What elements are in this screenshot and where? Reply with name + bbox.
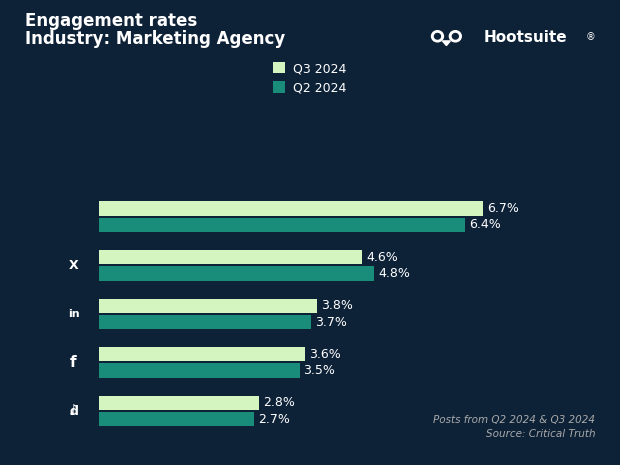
Text: X: X	[69, 259, 78, 272]
Text: ♪: ♪	[69, 404, 78, 418]
Circle shape	[78, 210, 81, 213]
Wedge shape	[55, 199, 73, 217]
Text: 6.7%: 6.7%	[487, 202, 518, 215]
Bar	[99, 364, 299, 378]
Circle shape	[53, 296, 94, 332]
Text: f: f	[70, 355, 77, 370]
Bar	[99, 201, 482, 216]
Bar	[99, 266, 374, 280]
Text: Hootsuite: Hootsuite	[484, 30, 567, 45]
Text: d: d	[69, 405, 78, 418]
Circle shape	[450, 31, 461, 42]
Text: 2.8%: 2.8%	[264, 396, 295, 409]
Circle shape	[53, 393, 94, 429]
Text: Industry: Marketing Agency: Industry: Marketing Agency	[25, 30, 285, 48]
Bar	[99, 412, 254, 426]
Wedge shape	[73, 211, 94, 231]
Text: 6.4%: 6.4%	[469, 219, 501, 232]
Circle shape	[70, 214, 77, 219]
Text: in: in	[68, 309, 79, 319]
Text: 3.7%: 3.7%	[315, 316, 347, 329]
Text: 2.7%: 2.7%	[258, 413, 290, 426]
Polygon shape	[443, 41, 450, 46]
Bar	[99, 315, 311, 329]
Circle shape	[432, 31, 443, 42]
Circle shape	[58, 202, 89, 231]
Circle shape	[53, 345, 94, 380]
Bar	[99, 299, 317, 313]
Text: 4.6%: 4.6%	[366, 251, 398, 264]
Circle shape	[53, 296, 94, 332]
Bar	[99, 218, 466, 232]
Circle shape	[53, 247, 94, 283]
Text: 3.5%: 3.5%	[304, 364, 335, 377]
Circle shape	[53, 247, 94, 283]
Legend: Q3 2024, Q2 2024: Q3 2024, Q2 2024	[273, 62, 346, 94]
Circle shape	[53, 345, 94, 380]
Circle shape	[435, 33, 440, 39]
Text: 4.8%: 4.8%	[378, 267, 410, 280]
Wedge shape	[61, 217, 85, 234]
Circle shape	[68, 212, 79, 221]
Wedge shape	[53, 211, 73, 231]
Wedge shape	[73, 199, 92, 217]
Text: Engagement rates: Engagement rates	[25, 12, 197, 30]
FancyBboxPatch shape	[62, 208, 85, 225]
Circle shape	[453, 33, 458, 39]
Bar	[99, 396, 259, 410]
Text: 3.8%: 3.8%	[321, 299, 353, 312]
Text: 3.6%: 3.6%	[309, 348, 341, 361]
Bar	[99, 250, 363, 264]
Circle shape	[53, 393, 94, 429]
Text: ®: ®	[586, 32, 596, 42]
Bar	[99, 347, 305, 361]
Circle shape	[53, 199, 94, 235]
Text: Posts from Q2 2024 & Q3 2024
Source: Critical Truth: Posts from Q2 2024 & Q3 2024 Source: Cri…	[433, 415, 595, 439]
